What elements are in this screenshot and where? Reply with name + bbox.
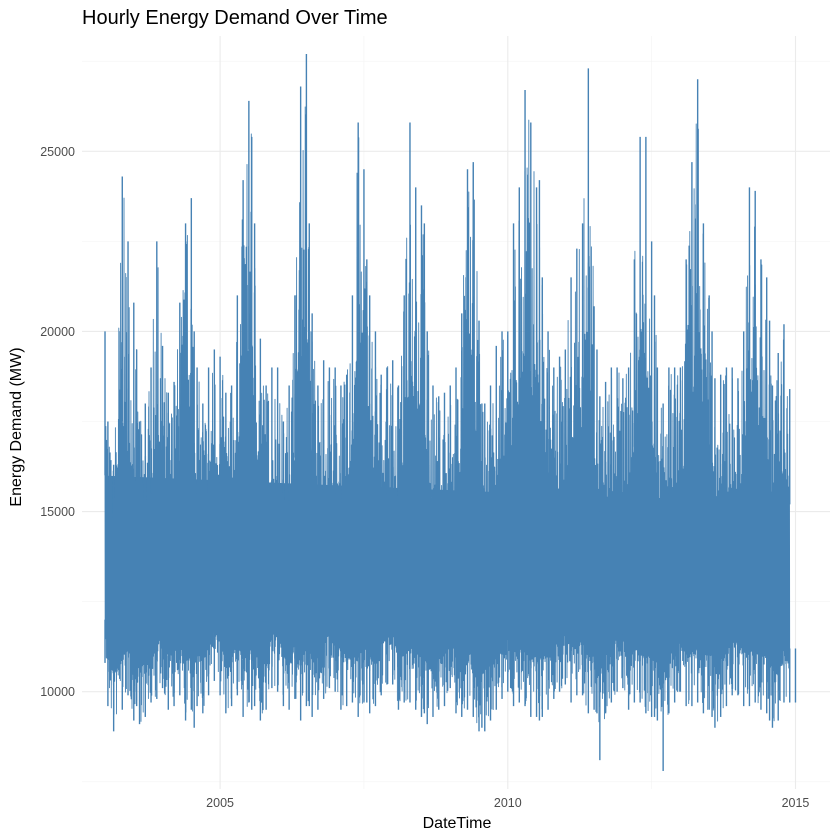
x-axis-title: DateTime bbox=[423, 815, 492, 832]
series-energy-demand bbox=[104, 54, 797, 771]
y-axis-title: Energy Demand (MW) bbox=[8, 347, 25, 506]
y-axis-ticks: 10000 15000 20000 25000 bbox=[40, 145, 75, 699]
series-layer bbox=[104, 54, 797, 771]
x-axis-ticks: 2005 2010 2015 bbox=[206, 796, 809, 810]
chart-title: Hourly Energy Demand Over Time bbox=[82, 7, 388, 29]
series-line bbox=[104, 103, 791, 724]
y-tick-label: 10000 bbox=[40, 685, 75, 699]
x-tick-label: 2015 bbox=[782, 796, 810, 810]
x-tick-label: 2010 bbox=[494, 796, 522, 810]
y-tick-label: 15000 bbox=[40, 505, 75, 519]
x-tick-label: 2005 bbox=[206, 796, 234, 810]
y-tick-label: 20000 bbox=[40, 325, 75, 339]
y-tick-label: 25000 bbox=[40, 145, 75, 159]
